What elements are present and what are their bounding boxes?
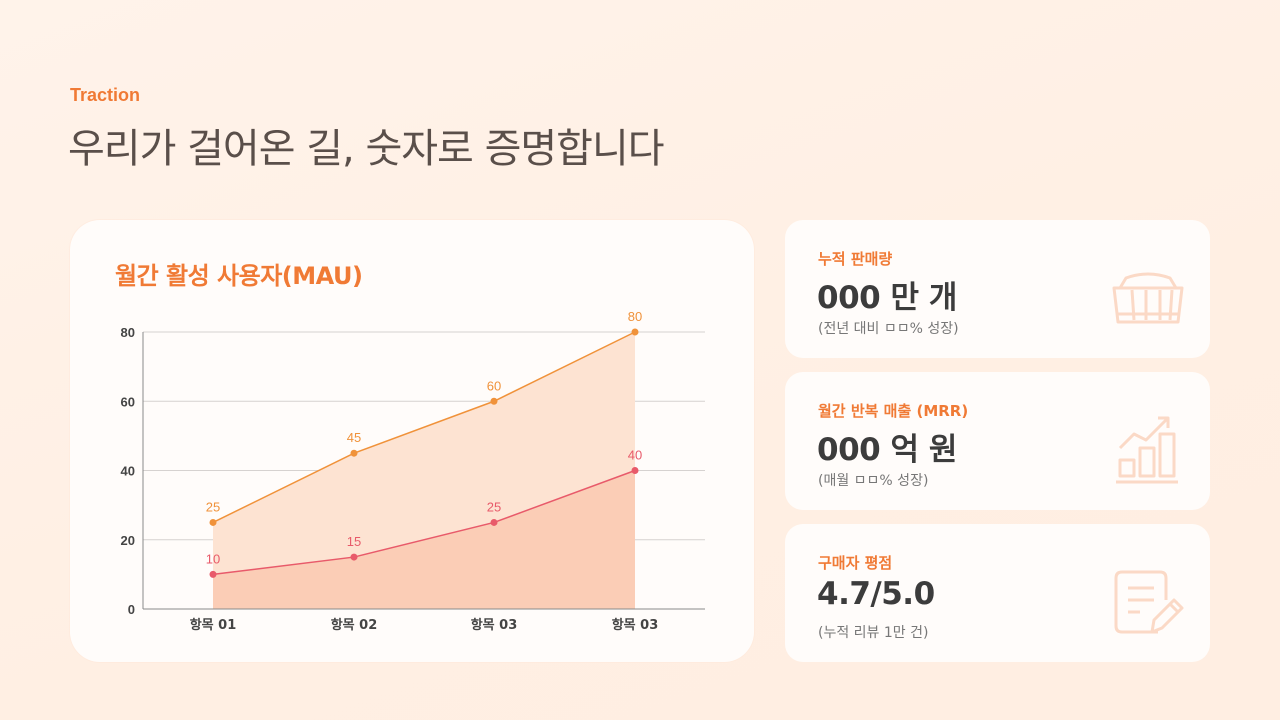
data-label: 40 — [628, 448, 642, 463]
review-edit-icon — [1114, 570, 1184, 634]
mau-area-chart: 0 20 40 60 80 25 45 60 80 10 15 25 40 항목 01 항목 02 항목 03… — [121, 309, 705, 633]
data-label: 45 — [347, 430, 361, 445]
kpi-label: 구매자 평점 — [818, 554, 893, 572]
data-label: 60 — [487, 378, 501, 393]
kpi-note: (전년 대비 ㅁㅁ% 성장) — [818, 321, 959, 337]
data-point — [490, 397, 498, 405]
x-tick-label: 항목 03 — [471, 617, 518, 633]
y-tick-label: 0 — [128, 602, 135, 617]
data-point — [209, 518, 217, 526]
x-tick-label: 항목 01 — [190, 617, 237, 633]
y-tick-label: 60 — [121, 394, 135, 409]
data-label: 80 — [628, 309, 642, 324]
data-point — [350, 553, 358, 561]
kpi-card-mrr: 월간 반복 매출 (MRR) 000 억 원 (매월 ㅁㅁ% 성장) — [785, 372, 1210, 510]
data-point — [209, 570, 217, 578]
data-label: 25 — [487, 499, 501, 514]
kpi-label: 누적 판매량 — [818, 250, 893, 268]
mau-chart-card: 월간 활성 사용자(MAU) 0 20 40 60 80 25 45 60 80 10 15 25 40… — [70, 220, 754, 662]
chart-title: 월간 활성 사용자(MAU) — [115, 262, 363, 290]
data-point — [631, 328, 639, 336]
y-tick-label: 80 — [121, 325, 135, 340]
kpi-note: (매월 ㅁㅁ% 성장) — [818, 473, 929, 489]
x-tick-label: 항목 03 — [612, 617, 659, 633]
y-tick-label: 20 — [121, 533, 135, 548]
x-tick-label: 항목 02 — [331, 617, 378, 633]
basket-icon — [1112, 272, 1184, 324]
data-label: 15 — [347, 534, 361, 549]
page-title: 우리가 걸어온 길, 숫자로 증명합니다 — [68, 126, 665, 172]
data-label: 25 — [206, 499, 220, 514]
data-point — [631, 467, 639, 474]
growth-chart-icon — [1116, 416, 1178, 484]
kpi-value: 000 만 개 — [817, 280, 957, 316]
line-series-2 — [212, 469, 636, 576]
section-eyebrow: Traction — [70, 85, 141, 105]
kpi-card-rating: 구매자 평점 4.7/5.0 (누적 리뷰 1만 건) — [785, 524, 1210, 662]
data-point — [490, 518, 498, 526]
line-series-1 — [212, 331, 636, 524]
kpi-note: (누적 리뷰 1만 건) — [818, 625, 929, 641]
kpi-label: 월간 반복 매출 (MRR) — [818, 402, 969, 420]
data-label: 10 — [206, 551, 220, 566]
kpi-value: 4.7/5.0 — [817, 576, 935, 612]
data-point — [350, 449, 358, 457]
kpi-card-sales: 누적 판매량 000 만 개 (전년 대비 ㅁㅁ% 성장) — [785, 220, 1210, 358]
y-tick-label: 40 — [121, 464, 135, 479]
kpi-value: 000 억 원 — [817, 432, 957, 468]
